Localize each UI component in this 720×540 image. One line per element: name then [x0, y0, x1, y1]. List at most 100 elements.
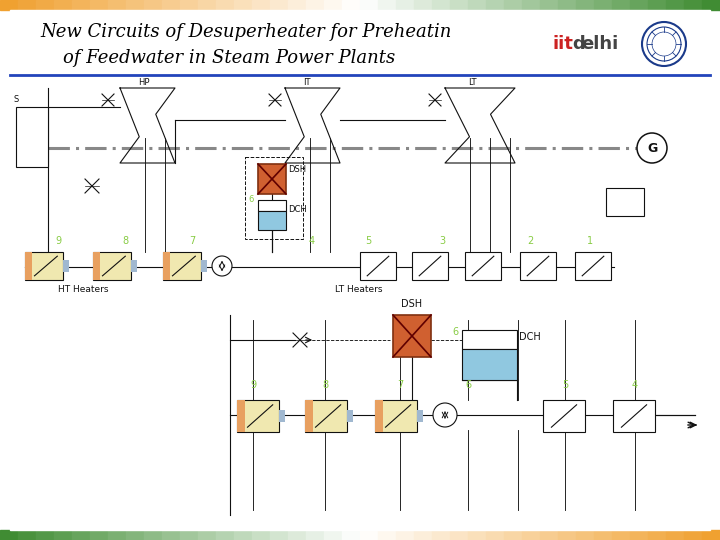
Bar — [216, 0, 235, 10]
Bar — [54, 0, 73, 10]
Bar — [504, 0, 523, 10]
Bar — [543, 400, 585, 432]
Bar — [375, 400, 417, 432]
Bar — [378, 530, 397, 540]
Bar — [417, 410, 423, 422]
Bar — [702, 0, 720, 10]
Bar — [468, 0, 487, 10]
Bar — [36, 530, 55, 540]
Bar — [594, 0, 613, 10]
Text: 6: 6 — [248, 195, 253, 204]
Bar — [72, 530, 91, 540]
Bar — [540, 0, 559, 10]
Text: 5: 5 — [365, 236, 371, 246]
Bar — [90, 0, 109, 10]
Bar — [666, 530, 685, 540]
Text: LT: LT — [468, 78, 477, 87]
Bar — [93, 252, 100, 280]
Circle shape — [212, 256, 232, 276]
Bar — [180, 530, 199, 540]
Text: 5: 5 — [562, 380, 568, 390]
Bar — [144, 0, 163, 10]
Bar — [378, 0, 397, 10]
Bar — [558, 530, 577, 540]
Text: New Circuits of Desuperheater for Preheatin: New Circuits of Desuperheater for Prehea… — [40, 23, 451, 41]
Bar — [237, 400, 245, 432]
Bar — [612, 0, 631, 10]
Bar — [288, 0, 307, 10]
Circle shape — [433, 403, 457, 427]
Bar — [305, 400, 347, 432]
Bar — [412, 252, 448, 280]
Text: DCH: DCH — [288, 205, 307, 214]
Bar — [684, 530, 703, 540]
Bar — [630, 0, 649, 10]
Bar — [18, 530, 37, 540]
Bar — [306, 530, 325, 540]
Bar — [305, 400, 312, 432]
Bar — [648, 0, 667, 10]
Text: 2: 2 — [527, 236, 533, 246]
Bar — [162, 0, 181, 10]
Bar — [234, 530, 253, 540]
Bar — [360, 530, 379, 540]
Text: S: S — [14, 95, 19, 104]
Bar — [234, 0, 253, 10]
Bar — [258, 164, 286, 194]
Bar — [666, 0, 685, 10]
Bar — [25, 252, 32, 280]
Text: 9: 9 — [55, 236, 61, 246]
Bar — [414, 0, 433, 10]
Bar — [558, 0, 577, 10]
Bar — [576, 530, 595, 540]
Bar — [144, 530, 163, 540]
Bar — [163, 252, 201, 280]
Bar — [702, 530, 720, 540]
Bar — [360, 0, 379, 10]
Bar — [648, 530, 667, 540]
Bar — [576, 0, 595, 10]
Bar — [216, 530, 235, 540]
Bar — [0, 0, 19, 10]
Bar — [258, 211, 286, 230]
Bar — [306, 0, 325, 10]
Text: G: G — [647, 143, 657, 156]
Bar — [180, 0, 199, 10]
Bar — [342, 530, 361, 540]
Bar — [270, 0, 289, 10]
Bar — [162, 530, 181, 540]
Bar — [245, 157, 303, 239]
Bar — [606, 188, 644, 216]
Bar — [393, 315, 431, 357]
Text: 3: 3 — [439, 236, 445, 246]
Bar — [613, 400, 655, 432]
Bar — [163, 252, 170, 280]
Text: HT Heaters: HT Heaters — [58, 285, 109, 294]
Bar — [36, 0, 55, 10]
Text: 6: 6 — [465, 380, 471, 390]
Bar — [432, 0, 451, 10]
Bar — [252, 0, 271, 10]
Bar — [612, 530, 631, 540]
Bar — [540, 530, 559, 540]
Bar — [432, 530, 451, 540]
Bar — [522, 530, 541, 540]
Bar — [522, 0, 541, 10]
Bar — [414, 530, 433, 540]
Bar — [131, 260, 137, 272]
Bar — [18, 0, 37, 10]
Bar — [201, 260, 207, 272]
Circle shape — [637, 133, 667, 163]
Bar — [342, 0, 361, 10]
Bar — [575, 252, 611, 280]
Bar — [684, 0, 703, 10]
Bar — [108, 0, 127, 10]
Text: 6: 6 — [452, 327, 458, 337]
Text: HP: HP — [138, 78, 150, 87]
Bar — [324, 0, 343, 10]
Bar — [396, 530, 415, 540]
Bar — [375, 400, 382, 432]
Bar — [0, 530, 19, 540]
Bar — [465, 252, 501, 280]
Text: iit: iit — [552, 35, 573, 53]
